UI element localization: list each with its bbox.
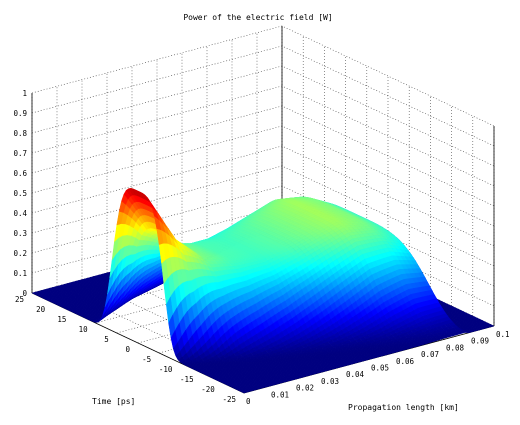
grid-line-z10: [31, 25, 495, 127]
grid-line-z9: [31, 45, 495, 147]
grid-line-z8: [31, 65, 495, 167]
grid-line-z6: [31, 105, 495, 207]
grid-line-z7: [31, 85, 495, 187]
surface: [31, 187, 495, 394]
